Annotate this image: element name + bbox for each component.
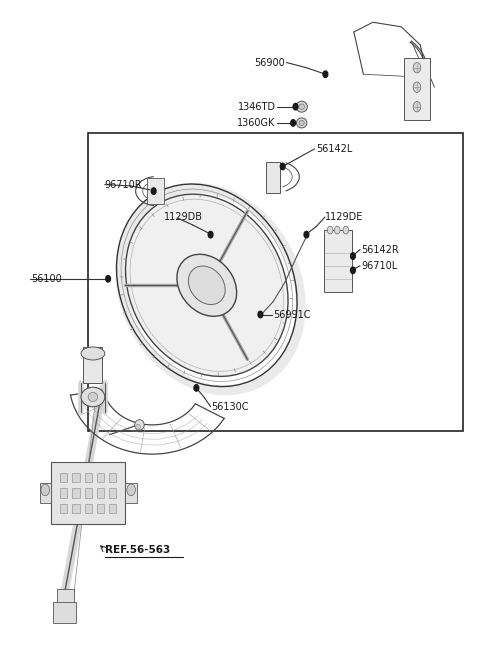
Ellipse shape — [81, 387, 105, 407]
Ellipse shape — [126, 194, 288, 377]
Circle shape — [350, 267, 355, 274]
Bar — [57, 589, 74, 605]
Bar — [109, 504, 116, 513]
Text: 96710R: 96710R — [105, 179, 143, 189]
Bar — [84, 473, 92, 482]
Text: 1346TD: 1346TD — [238, 102, 276, 112]
Bar — [53, 602, 76, 623]
Bar — [72, 504, 80, 513]
Bar — [84, 504, 92, 513]
Circle shape — [194, 384, 199, 391]
Ellipse shape — [88, 392, 97, 402]
Bar — [109, 489, 116, 498]
Bar — [266, 162, 280, 193]
Ellipse shape — [136, 424, 140, 430]
Ellipse shape — [135, 420, 144, 430]
Ellipse shape — [127, 484, 135, 496]
Bar — [84, 489, 92, 498]
Ellipse shape — [177, 254, 237, 316]
Bar — [72, 473, 80, 482]
Ellipse shape — [343, 226, 348, 234]
Ellipse shape — [297, 118, 307, 128]
Bar — [39, 483, 51, 503]
Bar — [97, 504, 104, 513]
Circle shape — [304, 231, 309, 238]
Circle shape — [280, 163, 285, 170]
Ellipse shape — [335, 226, 340, 234]
Ellipse shape — [413, 82, 421, 92]
Ellipse shape — [413, 62, 421, 73]
Text: REF.56-563: REF.56-563 — [105, 544, 170, 555]
Ellipse shape — [81, 347, 105, 360]
Bar — [147, 178, 164, 204]
Ellipse shape — [299, 104, 304, 109]
Bar — [97, 473, 104, 482]
Circle shape — [258, 311, 263, 318]
Ellipse shape — [41, 484, 49, 496]
Text: 1129DE: 1129DE — [325, 212, 364, 222]
Ellipse shape — [327, 226, 333, 234]
Text: 56100: 56100 — [31, 274, 62, 284]
Text: 56130C: 56130C — [212, 402, 249, 412]
Bar — [125, 483, 137, 503]
Bar — [324, 230, 352, 291]
Text: 1360GK: 1360GK — [237, 118, 276, 128]
Text: 56900: 56900 — [254, 58, 285, 67]
Bar — [60, 504, 67, 513]
Circle shape — [291, 120, 296, 126]
Text: 56142R: 56142R — [361, 244, 399, 255]
Ellipse shape — [413, 102, 421, 112]
Bar — [109, 473, 116, 482]
Circle shape — [208, 231, 213, 238]
Bar — [97, 489, 104, 498]
Bar — [60, 489, 67, 498]
Bar — [72, 489, 80, 498]
Bar — [88, 133, 463, 432]
Bar — [404, 58, 430, 120]
Bar — [51, 462, 125, 524]
Circle shape — [350, 253, 355, 259]
Text: 96710L: 96710L — [361, 261, 397, 271]
Bar — [60, 473, 67, 482]
Text: 56142L: 56142L — [316, 144, 352, 154]
Circle shape — [151, 188, 156, 195]
Circle shape — [323, 71, 328, 77]
Text: 56991C: 56991C — [273, 310, 311, 320]
Text: 1129DB: 1129DB — [164, 212, 203, 222]
Ellipse shape — [299, 121, 304, 125]
Circle shape — [106, 276, 110, 282]
Bar — [84, 347, 102, 383]
Circle shape — [293, 103, 298, 110]
Ellipse shape — [296, 102, 307, 112]
Ellipse shape — [188, 266, 225, 305]
